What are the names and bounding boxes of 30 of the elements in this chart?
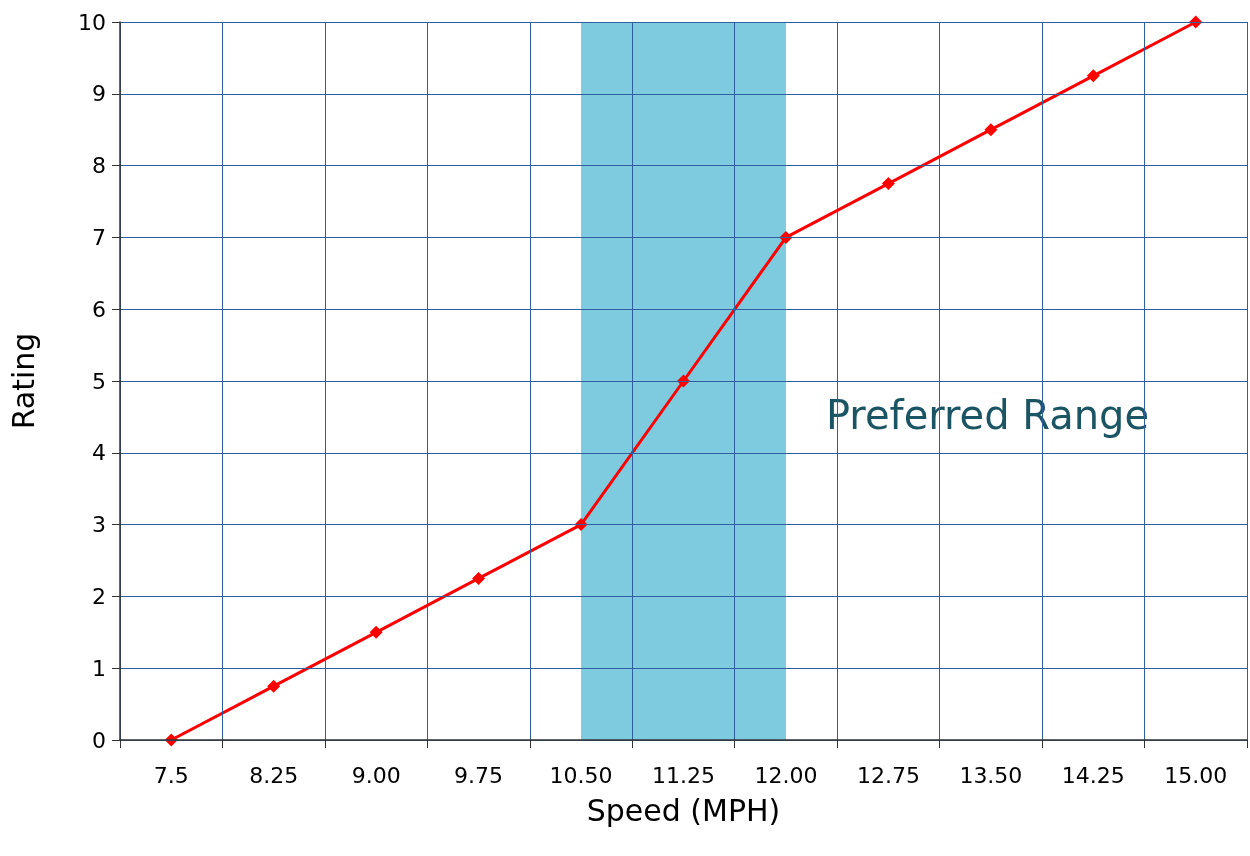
y-tick-label: 1 (92, 655, 106, 681)
x-tick-label: 12.75 (856, 762, 920, 788)
x-tick-label: 14.25 (1061, 762, 1125, 788)
x-axis-title: Speed (MPH) (586, 792, 781, 828)
point (369, 625, 383, 639)
y-tick-label: 10 (78, 9, 106, 35)
x-tick-label: 11.25 (652, 762, 715, 788)
y-axis-title: Rating (5, 332, 41, 430)
y-tick-label: 5 (92, 368, 106, 394)
point (984, 123, 998, 137)
y-tick-label: 7 (92, 224, 106, 250)
x-tick-label: 9.00 (351, 762, 401, 788)
point (881, 177, 895, 191)
y-tick-label: 2 (92, 583, 106, 609)
x-tick-label: 7.5 (153, 762, 189, 788)
y-tick-label: 3 (92, 512, 106, 538)
point (472, 571, 486, 585)
y-tick-label: 9 (92, 81, 106, 107)
x-tick-label: 15.00 (1164, 762, 1228, 788)
x-tick-label: 10.50 (549, 762, 613, 788)
x-tick-label: 9.75 (454, 762, 504, 788)
y-tick-label: 0 (92, 727, 106, 753)
point (1086, 69, 1100, 83)
y-tick-label: 4 (92, 440, 106, 466)
point (267, 679, 281, 693)
x-tick-label: 13.50 (959, 762, 1023, 788)
y-tick-label: 6 (92, 296, 106, 322)
y-tick-label: 8 (92, 153, 106, 179)
x-tick-label: 12.00 (754, 762, 818, 788)
x-tick-label: 8.25 (249, 762, 299, 788)
